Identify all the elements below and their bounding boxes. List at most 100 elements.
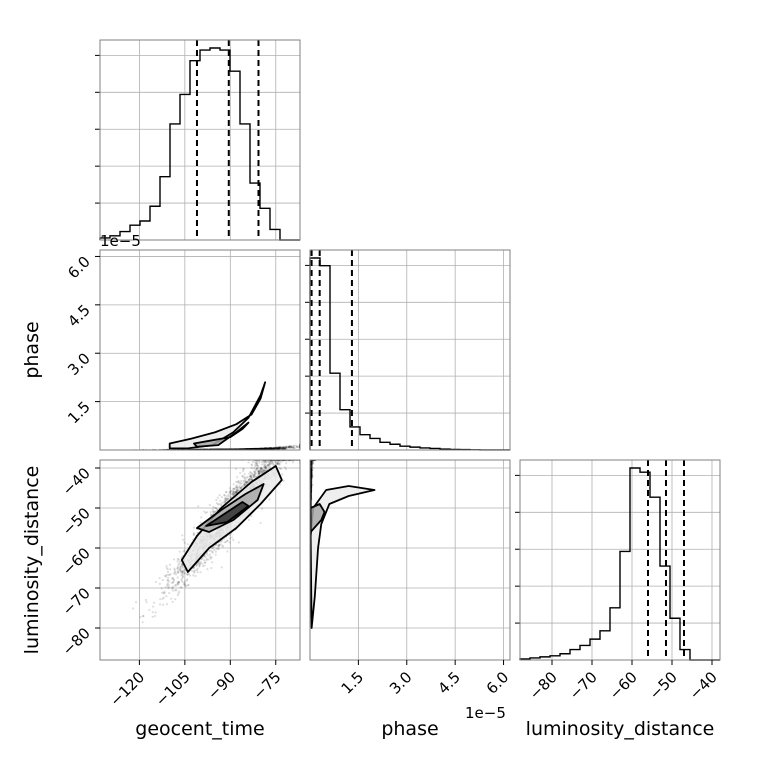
sample-point — [229, 487, 231, 489]
sample-point — [172, 586, 174, 588]
sample-point — [184, 580, 186, 582]
sample-point — [194, 575, 196, 577]
sample-point — [242, 470, 244, 472]
sample-point — [174, 569, 176, 571]
sample-point — [165, 586, 167, 588]
sample-point — [167, 577, 169, 579]
sample-point — [269, 447, 271, 449]
sample-point — [285, 468, 287, 470]
sample-point — [161, 587, 163, 589]
sample-point — [135, 601, 137, 603]
sample-point — [212, 509, 214, 511]
sample-point — [233, 483, 235, 485]
sample-point — [215, 551, 217, 553]
sample-point — [227, 494, 229, 496]
sample-point — [209, 553, 211, 555]
sample-point — [177, 567, 179, 569]
sample-point — [229, 537, 231, 539]
sample-point — [201, 563, 203, 565]
sample-point — [260, 522, 262, 524]
sample-point — [159, 583, 161, 585]
sample-point — [279, 467, 281, 469]
sample-point — [173, 573, 175, 575]
sample-point — [235, 491, 237, 493]
histogram-phase — [310, 258, 510, 450]
sample-point — [153, 602, 155, 604]
sample-point — [197, 505, 199, 507]
sample-point — [225, 491, 227, 493]
sample-point — [172, 590, 174, 592]
sample-point — [239, 472, 241, 474]
sample-point — [247, 461, 249, 463]
sample-point — [292, 445, 294, 447]
sample-point — [200, 516, 202, 518]
sample-point — [166, 603, 168, 605]
sample-point — [221, 496, 223, 498]
sample-point — [142, 615, 144, 617]
sample-point — [276, 447, 278, 449]
sample-point — [168, 584, 170, 586]
sample-point — [169, 568, 171, 570]
sample-point — [211, 556, 213, 558]
sample-point — [182, 571, 184, 573]
sample-point — [193, 570, 195, 572]
sample-point — [187, 543, 189, 545]
sample-point — [168, 592, 170, 594]
sample-point — [281, 473, 283, 475]
sample-point — [253, 467, 255, 469]
sample-point — [226, 550, 228, 552]
sample-point — [177, 572, 179, 574]
sample-point — [145, 599, 147, 601]
sample-point — [232, 539, 234, 541]
sample-point — [243, 483, 245, 485]
sample-point — [182, 550, 184, 552]
sample-point — [178, 581, 180, 583]
sample-point — [172, 601, 174, 603]
sample-point — [211, 561, 213, 563]
sample-point — [181, 534, 183, 536]
sample-point — [250, 463, 252, 465]
sample-point — [248, 478, 250, 480]
sample-point — [258, 470, 260, 472]
sample-point — [247, 480, 249, 482]
sample-point — [239, 483, 241, 485]
sample-point — [256, 467, 258, 469]
sample-point — [174, 589, 176, 591]
sample-point — [179, 566, 181, 568]
sample-point — [219, 494, 221, 496]
sample-point — [198, 565, 200, 567]
sample-point — [152, 616, 154, 618]
sample-point — [166, 567, 168, 569]
sample-point — [215, 507, 217, 509]
sample-point — [230, 490, 232, 492]
sample-point — [254, 465, 256, 467]
sample-point — [182, 574, 184, 576]
sample-point — [235, 486, 237, 488]
sample-point — [236, 489, 238, 491]
histogram-geocent_time — [100, 48, 300, 240]
sample-point — [154, 615, 156, 617]
panel-grid-luminosity_distance-luminosity_distance — [552, 460, 712, 660]
sample-point — [259, 473, 261, 475]
sample-point — [268, 498, 270, 500]
sample-point — [212, 506, 214, 508]
panel-grid-geocent_time-phase — [100, 250, 300, 450]
sample-point — [165, 595, 167, 597]
sample-point — [199, 562, 201, 564]
sample-point — [216, 502, 218, 504]
sample-point — [232, 493, 234, 495]
hist-frame-phase — [310, 250, 510, 450]
sample-point — [261, 508, 263, 510]
sample-point — [285, 462, 287, 464]
sample-point — [169, 564, 171, 566]
sample-point — [235, 468, 237, 470]
sample-point — [200, 522, 202, 524]
sample-point — [159, 598, 161, 600]
sample-point — [162, 604, 164, 606]
scatter-luminosity_distance_vs_phase — [309, 459, 375, 628]
sample-point — [165, 565, 167, 567]
sample-point — [176, 560, 178, 562]
sample-point — [155, 581, 157, 583]
sample-point — [219, 500, 221, 502]
